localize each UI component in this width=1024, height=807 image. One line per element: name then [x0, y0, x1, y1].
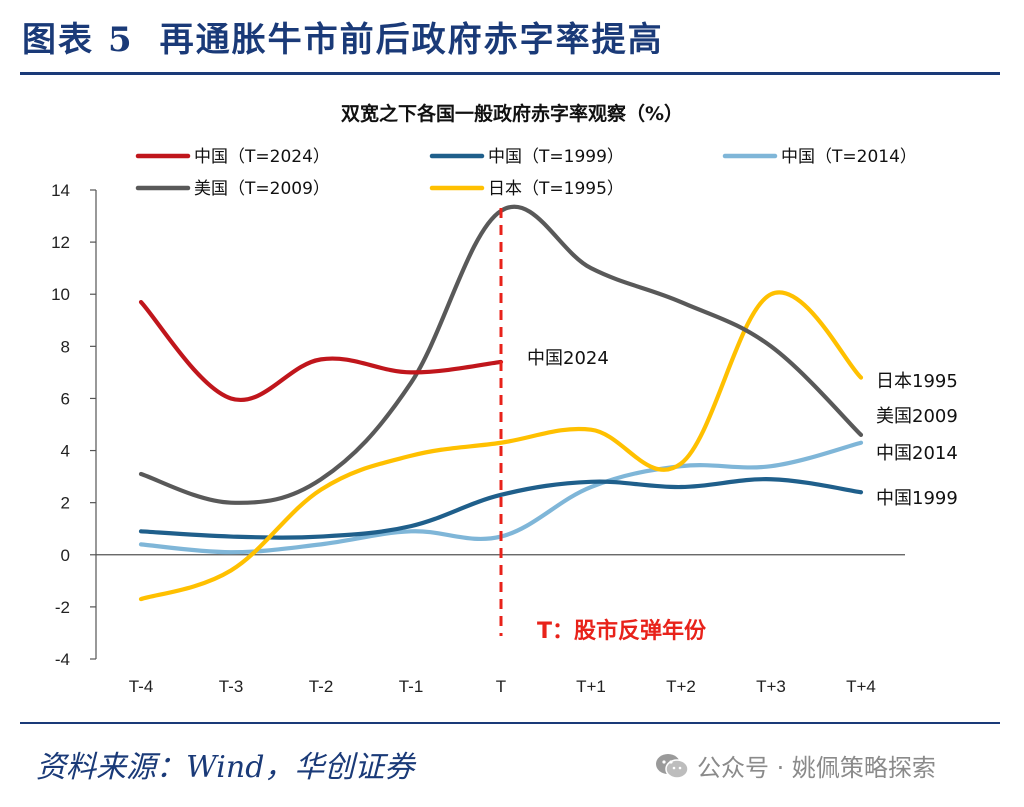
- x-tick-label: T+1: [576, 677, 606, 696]
- watermark: 公众号 · 姚佩策略探索: [655, 748, 936, 783]
- series-end-labels: 中国2024 中国1999 中国2014 美国2009 日本1995: [527, 348, 958, 509]
- figure-title: 图表 5 再通胀牛市前后政府赤字率提高: [22, 12, 664, 61]
- top-divider: [20, 72, 1000, 75]
- series-end-label: 中国2014: [876, 443, 958, 464]
- y-tick-label: 12: [51, 233, 70, 252]
- y-tick-label: 2: [61, 494, 70, 513]
- axes: -4 -2 0 2 4 6 8 10 12 14 T-4 T-3 T-2 T-1 T T+1 T+2 T+3 T+4: [51, 181, 905, 696]
- series-line: [138, 290, 864, 602]
- y-tick-label: 4: [61, 442, 70, 461]
- series-line: [138, 477, 864, 540]
- figure-heading: 再通胀牛市前后政府赤字率提高: [159, 20, 664, 60]
- line-chart: 双宽之下各国一般政府赤字率观察（%） 中国（T=2024） 中国（T=1999）中…: [51, 102, 958, 696]
- wechat-icon: [656, 753, 689, 779]
- y-tick-label: 14: [51, 181, 70, 200]
- y-tick-label: 8: [61, 337, 70, 356]
- legend-label: 中国（T=1999）: [488, 147, 624, 167]
- y-tick-label: -4: [55, 650, 70, 669]
- series-end-label: 美国2009: [876, 406, 958, 427]
- x-tick-label: T-4: [129, 677, 154, 696]
- x-tick-label: T-2: [309, 677, 334, 696]
- x-tick-label: T-3: [219, 677, 244, 696]
- watermark-text: 公众号 · 姚佩策略探索: [697, 754, 936, 782]
- y-tick-label: -2: [55, 598, 70, 617]
- series-end-label: 日本1995: [876, 371, 958, 392]
- legend: 中国（T=2024） 中国（T=1999） 中国（T=2014） 美国（T=2009）…: [135, 147, 917, 199]
- source-note: 资料来源：Wind，华创证券: [36, 750, 415, 785]
- x-tick-label: T+4: [846, 677, 876, 696]
- x-tick-label: T: [496, 677, 506, 696]
- series-end-label: 中国1999: [876, 488, 958, 509]
- figure-prefix: 图表: [22, 20, 94, 60]
- series-line: [138, 299, 504, 403]
- figure-number: 5: [108, 20, 134, 60]
- series-lines: [138, 204, 864, 636]
- legend-label: 中国（T=2014）: [781, 147, 917, 167]
- x-tick-label: T+2: [666, 677, 696, 696]
- x-tick-label: T-1: [399, 677, 424, 696]
- y-tick-label: 6: [61, 389, 70, 408]
- bottom-divider: [20, 722, 1000, 724]
- t-annotation: T：股市反弹年份: [537, 618, 707, 644]
- y-tick-label: 10: [51, 285, 70, 304]
- chart-title: 双宽之下各国一般政府赤字率观察（%）: [341, 102, 683, 125]
- y-tick-label: 0: [61, 546, 70, 565]
- x-tick-label: T+3: [756, 677, 786, 696]
- series-end-label: 中国2024: [527, 348, 609, 369]
- legend-label: 美国（T=2009）: [194, 179, 330, 199]
- legend-label: 日本（T=1995）: [488, 179, 624, 199]
- legend-label: 中国（T=2024）: [194, 147, 330, 167]
